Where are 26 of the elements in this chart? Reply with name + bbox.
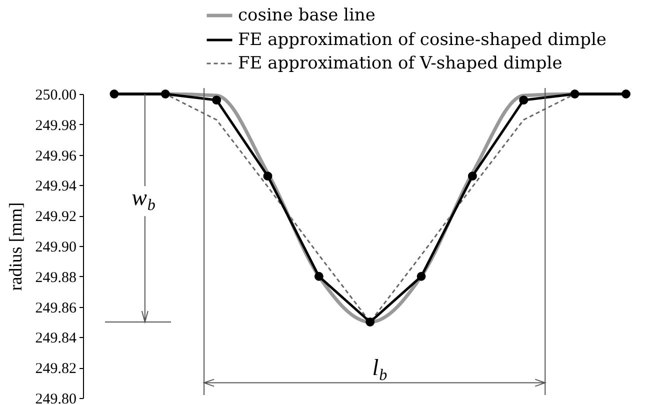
y-tick-label: 249.86 (35, 300, 77, 316)
point (519, 96, 528, 105)
y-tick-label: 250.00 (35, 88, 76, 104)
y-tick-label: 249.82 (35, 361, 76, 378)
legend-label: cosine base line (238, 6, 376, 26)
point (314, 272, 324, 281)
y-tick-label: 249.90 (35, 240, 76, 256)
y-tick-label: 249.94 (35, 178, 77, 195)
y-tick-label: 249.98 (35, 118, 76, 134)
point (366, 318, 375, 326)
y-tick-label: 249.84 (35, 330, 77, 347)
legend-label: FE approximation of V-shaped dimple (238, 54, 562, 74)
point (468, 172, 477, 181)
y-tick-label: 249.88 (35, 270, 76, 286)
point (263, 172, 272, 181)
y-tick-label: 249.96 (35, 148, 77, 164)
point (110, 90, 119, 98)
point (160, 90, 170, 98)
y-tick-label: 249.92 (35, 209, 76, 226)
point (416, 272, 426, 281)
point (212, 96, 222, 105)
legend-label: FE approximation of cosine-shaped dimple (238, 30, 606, 50)
point (622, 90, 630, 98)
y-axis-title: radius [mm] (5, 202, 26, 291)
y-tick-label: 249.80 (35, 392, 76, 405)
point (570, 90, 580, 98)
